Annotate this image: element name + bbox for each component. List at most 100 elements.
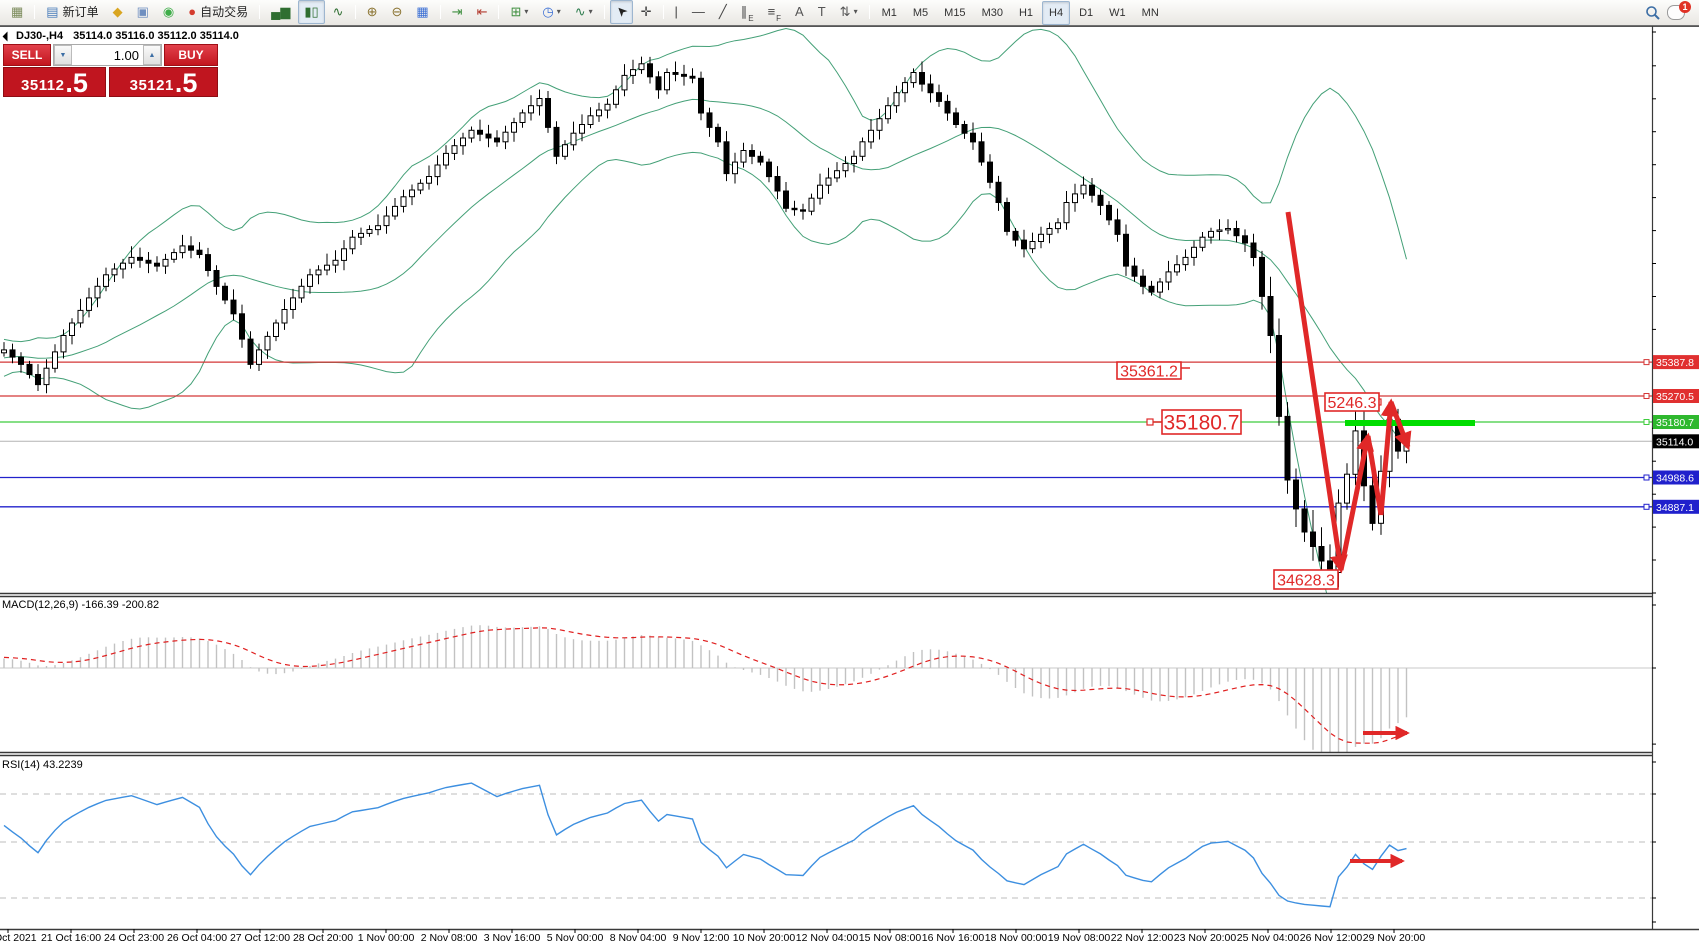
period-icon[interactable]: ◷ ▾	[536, 0, 566, 24]
svg-text:26 Oct 04:00: 26 Oct 04:00	[167, 932, 227, 944]
annotation-arrow-2[interactable]	[1365, 435, 1384, 516]
new-chart-icon[interactable]: ⊞ ▾	[504, 0, 534, 24]
cursor-icon: ➤	[611, 2, 631, 21]
svg-text:19 Nov 08:00: 19 Nov 08:00	[1048, 932, 1111, 944]
zoom-out-icon: ⊖	[391, 4, 403, 20]
timeframe-m30[interactable]: M30	[981, 7, 1003, 20]
green-highlight-bar[interactable]	[1345, 420, 1475, 426]
level-line-handle[interactable]	[1643, 503, 1650, 510]
price-axis[interactable]: 36530.036413.036299.036185.036071.035957…	[1652, 26, 1699, 923]
svg-text:8 Nov 04:00: 8 Nov 04:00	[610, 932, 667, 944]
pane-frames	[0, 26, 1699, 931]
chart-shift-icon[interactable]: ⇥	[446, 0, 469, 24]
svg-text:22 Nov 12:00: 22 Nov 12:00	[1111, 932, 1174, 944]
dropdown-caret-icon: ▾	[853, 7, 858, 17]
crosshair-icon[interactable]: ✛	[635, 0, 658, 24]
annotation-arrow-0[interactable]	[1285, 211, 1348, 574]
price-annotation-box[interactable]	[1116, 361, 1182, 380]
toolbar-right-group: 1	[1645, 1, 1695, 21]
sell-price[interactable]: 35112 .5	[3, 67, 106, 97]
price-tag-35270.5[interactable]	[1653, 389, 1699, 403]
channel-icon[interactable]: ∥ E	[735, 0, 760, 24]
text-icon: A	[795, 4, 804, 20]
level-line-handle[interactable]	[1643, 419, 1650, 425]
trendline-icon[interactable]: ╱	[713, 0, 733, 24]
volume-spinner: ▼ ▲	[53, 44, 162, 66]
rsi-pane	[0, 782, 1652, 908]
volume-decrease-button[interactable]: ▼	[54, 45, 72, 65]
autotrade-button: ●	[188, 4, 197, 20]
bollinger-upper-band	[3, 27, 1407, 343]
zoom-out-icon[interactable]: ⊖	[385, 0, 408, 24]
timeframe-h4[interactable]: H4	[1042, 1, 1071, 26]
annotation-arrow-4[interactable]	[1388, 401, 1412, 451]
notifications-icon[interactable]: 1	[1667, 1, 1691, 20]
buy-button[interactable]: BUY	[164, 44, 218, 66]
vertical-line-icon[interactable]: |	[669, 0, 684, 24]
annotation-anchor[interactable]	[1146, 418, 1154, 426]
chart-title: DJ30-,H4 35114.0 35116.0 35112.0 35114.0	[2, 30, 239, 42]
line-chart-icon[interactable]: ∿	[327, 0, 350, 24]
sell-button[interactable]: SELL	[3, 44, 51, 66]
timeframe-w1[interactable]: W1	[1109, 7, 1126, 20]
template-icon: ∿	[574, 4, 586, 20]
svg-text:2 Nov 08:00: 2 Nov 08:00	[421, 932, 478, 944]
chart-window-icon[interactable]: ▦	[5, 0, 29, 24]
annotation-arrow-3[interactable]	[1378, 398, 1399, 516]
timeframe-m15[interactable]: M15	[944, 7, 966, 20]
vertical-line-icon: |	[674, 4, 678, 20]
svg-text:27 Oct 12:00: 27 Oct 12:00	[230, 932, 290, 944]
level-line-handle[interactable]	[1643, 359, 1650, 366]
template-icon[interactable]: ∿ ▾	[569, 0, 599, 24]
auto-scroll-icon[interactable]: ⇤	[471, 0, 494, 24]
volume-increase-button[interactable]: ▲	[143, 45, 161, 65]
timeframe-m5[interactable]: M5	[912, 7, 929, 20]
fibonacci-icon[interactable]: ≡ F	[762, 0, 787, 24]
arrows-icon[interactable]: ⇅ ▾	[834, 0, 864, 24]
annotation-arrow-1[interactable]	[1338, 432, 1374, 571]
cursor-icon[interactable]: ➤	[609, 0, 633, 24]
toolbar-separator	[259, 5, 261, 20]
dropdown-caret-icon: ▾	[524, 7, 529, 17]
text-label-icon[interactable]: T	[812, 0, 832, 24]
one-click-trading-panel: SELL ▼ ▲ BUY 35112 .5 35121 .5	[3, 44, 218, 97]
dropdown-caret-icon: ▾	[588, 7, 593, 17]
svg-text:5 Nov 00:00: 5 Nov 00:00	[547, 932, 604, 944]
eraser-icon[interactable]: ◆	[107, 0, 129, 24]
timeframe-m1[interactable]: M1	[881, 7, 897, 20]
zoom-in-icon[interactable]: ⊕	[361, 0, 384, 24]
price-annotation-box[interactable]	[1324, 392, 1380, 412]
bar-chart-icon[interactable]: ▄▆	[265, 0, 296, 24]
signal-icon[interactable]: ◉	[157, 0, 180, 24]
price-tag-34887.1[interactable]	[1653, 499, 1699, 514]
timeframe-mn[interactable]: MN	[1141, 7, 1159, 20]
chart-canvas[interactable]: 35361.2 5246.3 35180.7 34628.3 36530.036413.…	[0, 26, 1699, 946]
eraser-icon: ◆	[112, 4, 123, 20]
horizontal-line-icon[interactable]: —	[686, 0, 711, 24]
text-icon[interactable]: A	[789, 0, 810, 24]
buy-price[interactable]: 35121 .5	[109, 67, 218, 97]
timeframe-d1[interactable]: D1	[1079, 7, 1094, 20]
price-tag-34988.6[interactable]	[1653, 470, 1699, 485]
price-annotation-box[interactable]	[1161, 409, 1242, 435]
candlestick-chart-icon[interactable]: ▮▯	[298, 0, 325, 24]
timeframe-h1[interactable]: H1	[1018, 7, 1034, 20]
level-line-handle[interactable]	[1643, 393, 1650, 399]
volume-input[interactable]	[72, 45, 143, 65]
price-annotation-box[interactable]	[1273, 569, 1339, 590]
channel-icon: ∥	[740, 4, 748, 20]
svg-text:35114.0: 35114.0	[1656, 436, 1693, 448]
svg-text:25 Nov 04:00: 25 Nov 04:00	[1237, 932, 1300, 944]
price-tag-35180.7[interactable]	[1653, 415, 1699, 429]
level-line-handle[interactable]	[1643, 474, 1650, 481]
autotrade-button[interactable]: ● 自动交易	[182, 0, 254, 24]
tile-windows-icon[interactable]: ▦	[410, 0, 434, 24]
price-tag-35114.0[interactable]	[1653, 434, 1699, 449]
icon-sub-letter: F	[776, 13, 782, 23]
trade-prices-row: 35112 .5 35121 .5	[3, 67, 218, 97]
new-order-button[interactable]: ▤ 新订单	[40, 0, 104, 24]
terminal-icon[interactable]: ▣	[131, 0, 155, 24]
price-tag-35387.8[interactable]	[1653, 355, 1699, 370]
search-icon[interactable]	[1645, 5, 1661, 21]
